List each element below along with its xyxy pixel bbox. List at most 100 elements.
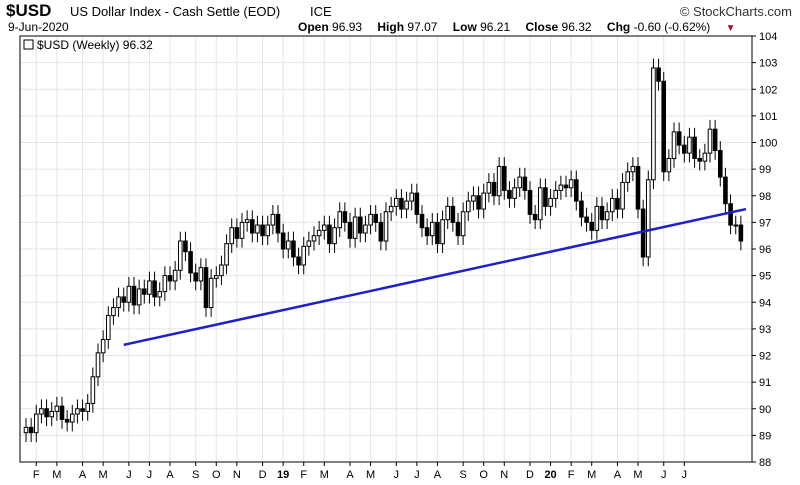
candle-body xyxy=(553,189,559,199)
candle-body xyxy=(687,136,692,154)
candle-body xyxy=(265,224,271,237)
candle xyxy=(645,170,651,267)
candle-body xyxy=(594,205,600,231)
candle-body xyxy=(249,219,255,234)
candle xyxy=(33,404,39,443)
candle-body xyxy=(455,221,461,237)
candle-body xyxy=(136,288,142,306)
x-tick-label: 19 xyxy=(277,469,289,481)
candle xyxy=(244,210,250,232)
candle xyxy=(594,197,600,240)
candle xyxy=(723,167,728,214)
candle-body xyxy=(352,216,358,239)
candle xyxy=(234,218,240,248)
candle xyxy=(435,213,440,253)
candle-body xyxy=(285,240,291,250)
candle-body xyxy=(219,264,224,277)
candle-body xyxy=(424,227,430,237)
candle xyxy=(39,399,44,424)
candle-body xyxy=(378,221,384,242)
x-tick-label: F xyxy=(300,469,307,481)
candle-body xyxy=(121,296,127,303)
candle xyxy=(368,205,373,235)
candle xyxy=(111,298,116,325)
candle xyxy=(568,170,574,198)
candle-body xyxy=(496,165,502,197)
candle-body xyxy=(69,413,75,423)
candle xyxy=(399,189,404,219)
candle xyxy=(193,263,199,291)
candle-body xyxy=(301,245,307,266)
down-arrow-icon: ▼ xyxy=(725,23,736,34)
candle-body xyxy=(141,288,147,295)
candle xyxy=(707,119,713,163)
candle-body xyxy=(656,67,661,82)
candle xyxy=(717,141,723,187)
candle xyxy=(311,226,317,251)
candle xyxy=(465,191,471,222)
candle-body xyxy=(702,152,708,162)
candle xyxy=(147,271,152,304)
candle xyxy=(188,242,193,283)
candle xyxy=(579,191,584,227)
brand-watermark: © StockCharts.com xyxy=(679,4,792,19)
candle-body xyxy=(681,144,687,154)
x-tick-label: M xyxy=(587,469,596,481)
candle xyxy=(249,210,255,243)
candle-body xyxy=(59,405,65,420)
candle-body xyxy=(75,408,80,415)
candle xyxy=(177,231,183,280)
candle xyxy=(501,157,507,200)
candle xyxy=(532,205,538,230)
candle xyxy=(738,215,744,251)
candle-body xyxy=(676,131,682,146)
candle-body xyxy=(23,426,29,434)
candle-body xyxy=(537,187,543,221)
candle-body xyxy=(152,280,157,298)
candle-body xyxy=(162,275,168,293)
candle-body xyxy=(198,267,204,282)
x-tick-label: A xyxy=(614,469,622,481)
candle xyxy=(198,258,204,291)
candle-body xyxy=(311,235,317,242)
candle-body xyxy=(147,280,152,295)
x-tick-label: A xyxy=(79,469,87,481)
candle xyxy=(635,157,641,219)
candle-body xyxy=(321,224,327,231)
candle xyxy=(599,197,605,230)
candle xyxy=(126,276,132,312)
candle-body xyxy=(712,128,718,151)
high-label: High xyxy=(377,20,405,34)
candle-body xyxy=(522,176,528,191)
candle-body xyxy=(543,187,548,207)
legend-label: $USD (Weekly) 96.32 xyxy=(37,38,153,52)
candle xyxy=(203,258,209,317)
x-tick-label: A xyxy=(166,469,174,481)
y-tick-label: 89 xyxy=(759,430,771,442)
candle-body xyxy=(111,307,116,317)
candle xyxy=(95,343,101,387)
candle-body xyxy=(64,418,70,423)
candle-body xyxy=(429,221,435,237)
candle xyxy=(666,149,672,182)
y-tick-label: 99 xyxy=(759,164,771,176)
candle xyxy=(90,367,96,413)
candle-body xyxy=(419,213,425,229)
candle-body xyxy=(316,229,322,237)
y-tick-label: 100 xyxy=(759,138,777,150)
candle xyxy=(548,189,553,216)
candle xyxy=(321,215,327,240)
candle-body xyxy=(388,205,394,213)
candle xyxy=(563,175,569,198)
candle xyxy=(507,181,512,208)
candle xyxy=(296,247,301,275)
candle xyxy=(558,175,564,200)
candle-body xyxy=(465,200,471,213)
candle xyxy=(687,127,692,163)
candle xyxy=(100,330,106,363)
candle-body xyxy=(296,256,301,266)
candle-body xyxy=(327,224,332,245)
candle xyxy=(255,215,260,243)
candle xyxy=(512,178,517,208)
